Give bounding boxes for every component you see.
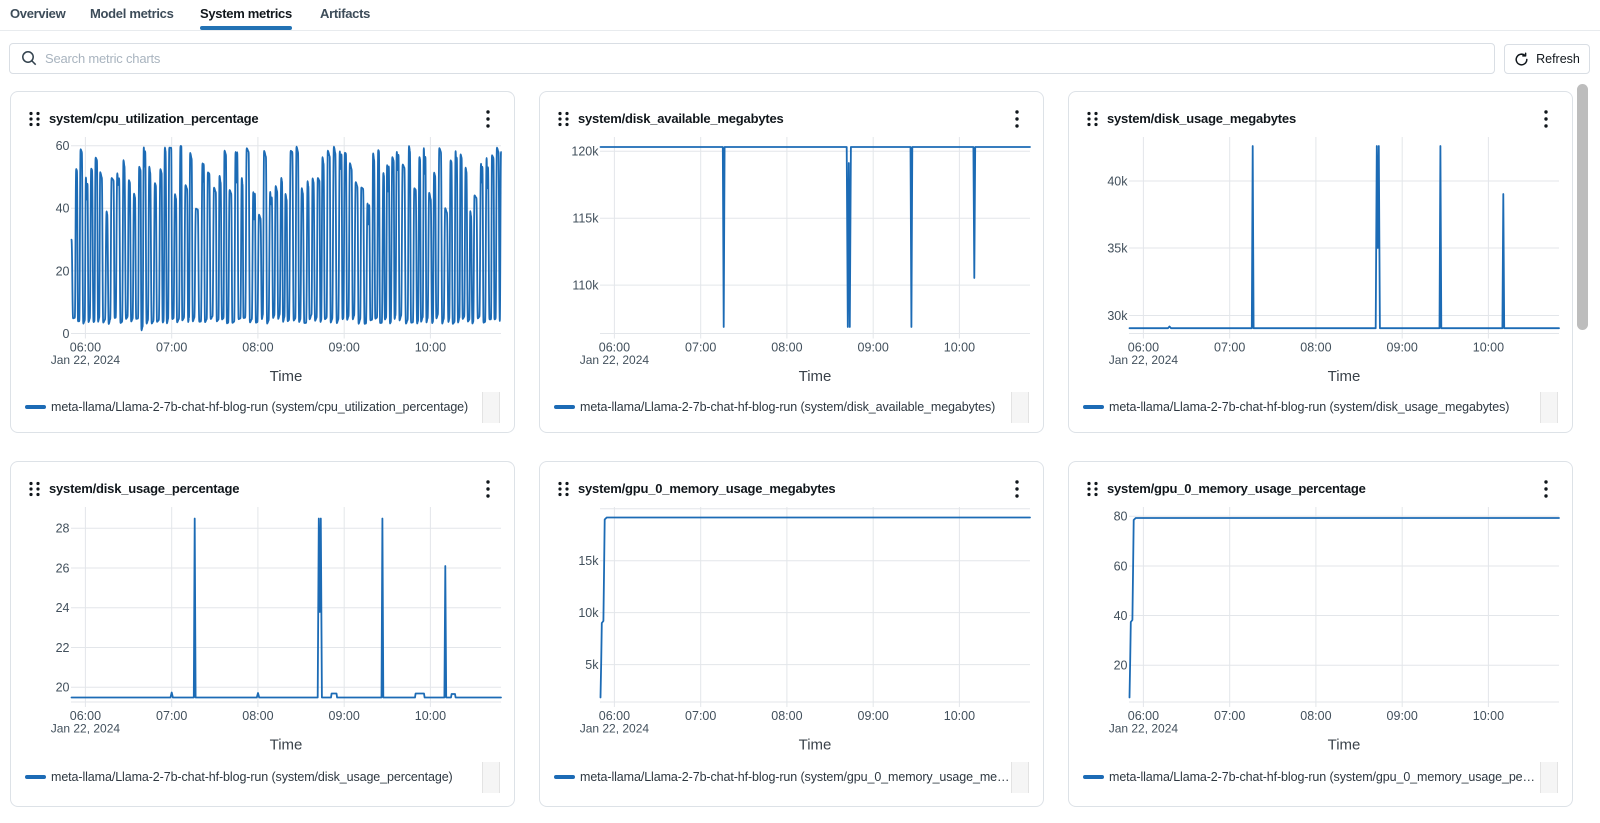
svg-text:115k: 115k — [572, 212, 599, 226]
svg-text:Time: Time — [270, 368, 303, 385]
svg-text:Jan 22, 2024: Jan 22, 2024 — [1109, 353, 1179, 367]
svg-text:40: 40 — [1114, 609, 1128, 623]
svg-text:40: 40 — [56, 202, 70, 216]
svg-text:Time: Time — [799, 368, 832, 385]
svg-text:06:00: 06:00 — [70, 341, 101, 355]
svg-text:06:00: 06:00 — [70, 709, 101, 723]
svg-text:07:00: 07:00 — [1214, 341, 1245, 355]
svg-text:20: 20 — [56, 681, 70, 695]
svg-text:10:00: 10:00 — [1473, 709, 1504, 723]
svg-text:Time: Time — [1328, 368, 1361, 385]
svg-text:07:00: 07:00 — [156, 709, 187, 723]
svg-text:Jan 22, 2024: Jan 22, 2024 — [580, 353, 650, 367]
svg-text:07:00: 07:00 — [685, 341, 716, 355]
svg-text:22: 22 — [56, 641, 70, 655]
svg-text:35k: 35k — [1107, 241, 1128, 255]
svg-text:10k: 10k — [578, 606, 599, 620]
svg-text:09:00: 09:00 — [858, 341, 889, 355]
svg-text:40k: 40k — [1107, 174, 1128, 188]
svg-text:60: 60 — [56, 139, 70, 153]
svg-text:09:00: 09:00 — [329, 341, 360, 355]
svg-text:07:00: 07:00 — [685, 709, 716, 723]
svg-text:08:00: 08:00 — [771, 709, 802, 723]
svg-text:Jan 22, 2024: Jan 22, 2024 — [1109, 722, 1179, 736]
svg-text:07:00: 07:00 — [156, 341, 187, 355]
svg-text:10:00: 10:00 — [1473, 341, 1504, 355]
svg-text:06:00: 06:00 — [1128, 341, 1159, 355]
svg-text:08:00: 08:00 — [242, 341, 273, 355]
svg-text:Time: Time — [799, 737, 832, 754]
svg-text:06:00: 06:00 — [599, 709, 630, 723]
svg-text:120k: 120k — [571, 145, 599, 159]
svg-text:10:00: 10:00 — [944, 341, 975, 355]
svg-text:Time: Time — [270, 737, 303, 754]
svg-text:20: 20 — [1114, 659, 1128, 673]
svg-text:24: 24 — [56, 601, 70, 615]
svg-text:26: 26 — [56, 561, 70, 575]
svg-text:09:00: 09:00 — [329, 709, 360, 723]
svg-text:20: 20 — [56, 264, 70, 278]
svg-text:0: 0 — [63, 327, 70, 341]
svg-text:08:00: 08:00 — [242, 709, 273, 723]
svg-text:15k: 15k — [578, 554, 599, 568]
svg-text:30k: 30k — [1107, 309, 1128, 323]
svg-text:28: 28 — [56, 522, 70, 536]
svg-text:09:00: 09:00 — [858, 709, 889, 723]
svg-text:110k: 110k — [572, 279, 599, 293]
svg-text:60: 60 — [1114, 559, 1128, 573]
svg-text:80: 80 — [1114, 510, 1128, 524]
svg-text:06:00: 06:00 — [599, 341, 630, 355]
svg-text:Jan 22, 2024: Jan 22, 2024 — [580, 722, 650, 736]
svg-text:09:00: 09:00 — [1387, 341, 1418, 355]
svg-text:10:00: 10:00 — [944, 709, 975, 723]
svg-text:10:00: 10:00 — [415, 709, 446, 723]
svg-text:Jan 22, 2024: Jan 22, 2024 — [51, 722, 121, 736]
svg-text:Time: Time — [1328, 737, 1361, 754]
svg-text:07:00: 07:00 — [1214, 709, 1245, 723]
svg-text:Jan 22, 2024: Jan 22, 2024 — [51, 353, 121, 367]
svg-text:08:00: 08:00 — [1300, 709, 1331, 723]
svg-text:08:00: 08:00 — [771, 341, 802, 355]
svg-text:5k: 5k — [585, 658, 599, 672]
svg-text:06:00: 06:00 — [1128, 709, 1159, 723]
svg-text:10:00: 10:00 — [415, 341, 446, 355]
svg-text:09:00: 09:00 — [1387, 709, 1418, 723]
svg-text:08:00: 08:00 — [1300, 341, 1331, 355]
